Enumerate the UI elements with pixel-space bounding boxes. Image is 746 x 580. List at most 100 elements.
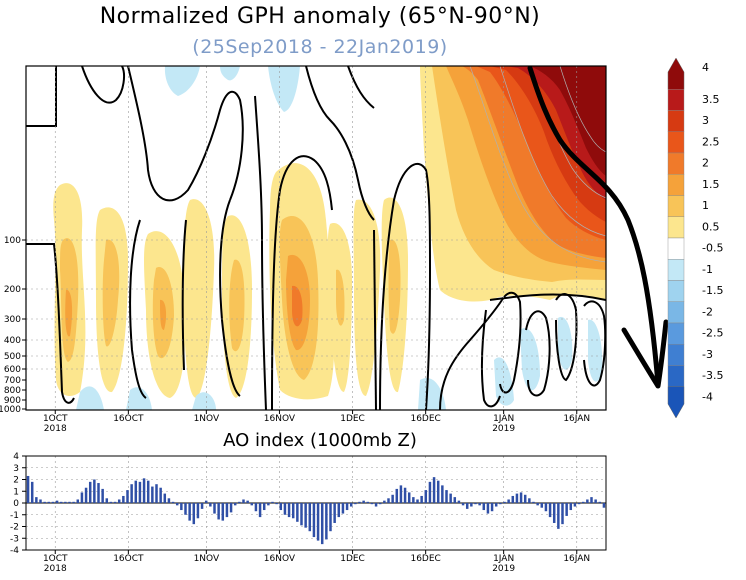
ao-bar	[511, 495, 515, 503]
ao-bar	[345, 503, 349, 511]
ao-bar	[561, 503, 564, 525]
colorbar-swatch	[667, 259, 685, 281]
ao-bar	[362, 500, 365, 503]
ao-bar	[39, 499, 42, 503]
ao-bar	[499, 503, 502, 505]
ao-bar	[80, 492, 84, 503]
colorbar-label: -1	[702, 263, 713, 276]
ao-bar	[275, 503, 278, 505]
ao-bar	[354, 503, 357, 505]
ao-x-tick-label: 1OCT	[43, 554, 68, 564]
ao-bar	[184, 503, 187, 515]
ao-bar	[412, 497, 415, 503]
ao-x-tick-year: 2019	[492, 564, 515, 574]
ao-bar	[507, 499, 510, 503]
heatmap-x-tick-year: 2019	[492, 424, 515, 434]
ao-bar	[76, 499, 80, 503]
ao-bar	[478, 503, 481, 506]
trend-arrow-annotation	[527, 65, 669, 389]
ao-bar	[113, 501, 117, 503]
ao-bar	[523, 494, 527, 503]
ao-bar	[486, 503, 490, 514]
ao-bar	[101, 488, 104, 503]
colorbar-swatch	[667, 195, 685, 217]
ao-bar	[602, 503, 606, 508]
heatmap-y-tick-label: 700	[4, 376, 21, 386]
ao-bar	[238, 501, 241, 503]
colorbar-label: 2.5	[702, 135, 720, 148]
ao-bar	[233, 503, 237, 506]
ao-y-tick-label: -3	[10, 534, 19, 544]
ao-bar	[64, 501, 67, 503]
ao-bar	[196, 503, 200, 519]
ao-bar	[552, 503, 556, 523]
ao-bar	[283, 503, 287, 515]
colorbar-label: -2.5	[702, 327, 723, 340]
colorbar-swatch	[667, 131, 685, 154]
colorbar-swatch	[667, 280, 685, 302]
ao-bar	[221, 503, 225, 521]
heatmap-y-tick-label: 500	[4, 352, 21, 362]
ao-bar	[387, 498, 390, 503]
ao-bar	[395, 488, 399, 503]
chart-subtitle: (25Sep2018 - 22Jan2019)	[192, 36, 448, 58]
ao-bar	[420, 495, 423, 503]
ao-bar	[503, 501, 506, 503]
ao-bar	[341, 503, 345, 514]
colorbar-label: 3	[702, 114, 709, 127]
heatmap-x-tick-label: 16OCT	[113, 414, 144, 424]
ao-bar	[163, 493, 167, 503]
ao-y-tick-label: 2	[13, 476, 19, 486]
ao-bar	[97, 483, 100, 503]
ao-bar	[55, 500, 59, 503]
ao-bar	[151, 486, 154, 503]
ao-bar	[403, 487, 407, 503]
ao-x-tick-label: 1DEC	[340, 554, 365, 564]
ao-bar	[26, 475, 30, 503]
ao-bar	[246, 500, 249, 503]
ao-bar	[159, 487, 162, 503]
ao-bar	[287, 503, 291, 518]
heatmap-y-tick-label: 400	[4, 336, 21, 346]
ao-y-tick-label: -2	[10, 523, 19, 533]
colorbar-label: -0.5	[702, 242, 723, 255]
ao-bar	[88, 481, 92, 503]
colorbar-swatch	[667, 344, 685, 366]
ao-bar	[267, 503, 270, 506]
ao-bar	[188, 503, 191, 521]
ao-bar	[217, 503, 220, 520]
ao-bar	[378, 503, 382, 505]
ao-bar	[449, 493, 452, 503]
ao-bar	[374, 503, 378, 507]
heatmap-x-tick-label: 1DEC	[340, 414, 365, 424]
ao-bar	[134, 480, 138, 503]
colorbar-label: -4	[702, 390, 713, 403]
ao-bar	[35, 497, 38, 503]
heatmap-x-tick-label: 16JAN	[563, 414, 590, 424]
ao-bar	[424, 490, 428, 503]
ao-x-tick-label: 16JAN	[563, 554, 590, 564]
ao-bar	[461, 503, 465, 506]
ao-bar	[225, 503, 229, 518]
ao-bar	[453, 497, 457, 503]
ao-bar	[548, 503, 552, 518]
ao-bar	[540, 503, 544, 508]
ao-bar	[146, 480, 150, 503]
ao-bar	[250, 503, 254, 506]
ao-bar	[242, 499, 245, 503]
ao-bar	[72, 501, 75, 503]
ao-bar	[68, 501, 71, 503]
ao-bar	[304, 503, 307, 528]
ao-bar	[494, 503, 498, 507]
ao-bar	[470, 503, 473, 507]
ao-bar	[126, 490, 129, 503]
ao-bar	[229, 503, 233, 513]
heatmap-y-tick-label: 1000	[0, 405, 21, 415]
ao-bar	[130, 484, 133, 503]
colorbar-swatch	[667, 237, 685, 260]
ao-bar	[337, 503, 341, 518]
ao-bar	[167, 498, 171, 503]
ao-bar	[536, 503, 539, 506]
ao-x-tick-label: 16NOV	[264, 554, 296, 564]
